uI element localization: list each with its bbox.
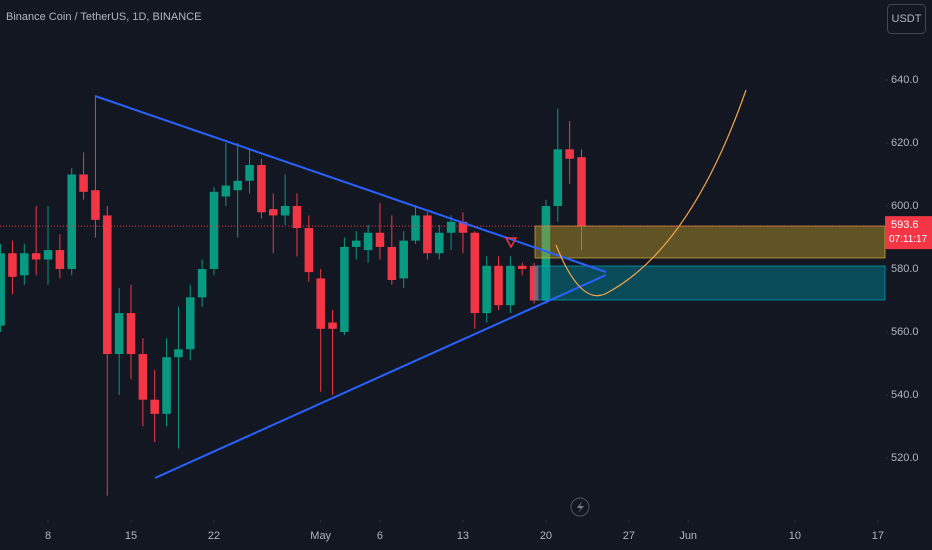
candle-body (304, 228, 314, 273)
x-tick-label: 15 (125, 530, 137, 542)
candle-body (67, 174, 76, 269)
trend-line (94, 95, 607, 273)
y-tick-label: 600.0 (891, 200, 919, 212)
signal-marker (504, 237, 518, 249)
x-tick-label: 10 (789, 530, 801, 542)
chart-title: Binance Coin / TetherUS, 1D, BINANCE (6, 11, 201, 23)
x-tick-label: 8 (45, 530, 51, 542)
candle-body (126, 313, 136, 355)
candle-body (363, 232, 373, 251)
last-price-box (885, 216, 932, 250)
candle-body (506, 265, 515, 306)
candle-body (565, 149, 574, 159)
candle-body (434, 232, 444, 254)
currency-label[interactable]: USDT (892, 13, 922, 25)
candle-body (446, 221, 456, 233)
candle-body (268, 209, 278, 216)
projection-curve (555, 89, 747, 297)
candle-body (233, 180, 242, 191)
candle-body (0, 253, 5, 326)
x-tick-label: 27 (623, 530, 635, 542)
candles (0, 95, 586, 496)
candle-body (577, 157, 586, 227)
candle-body (387, 246, 397, 280)
candle-body (340, 246, 349, 332)
candle-body (162, 357, 171, 414)
candle-body (316, 278, 325, 329)
candle-body (55, 250, 65, 269)
x-tick-label: Jun (679, 530, 697, 542)
y-tick-label: 540.0 (891, 389, 919, 401)
candle-body (91, 190, 100, 220)
candle-body (150, 399, 159, 414)
candle-body (209, 191, 219, 269)
trend-line (154, 274, 607, 479)
candle-body (529, 265, 539, 301)
x-tick-label: May (310, 530, 331, 542)
candle-body (411, 215, 420, 241)
candle-body (553, 149, 563, 206)
x-tick-label: 22 (208, 530, 220, 542)
zone-box (534, 265, 886, 301)
candle-body (375, 232, 385, 247)
candle-body (351, 240, 361, 247)
candle-body (79, 174, 88, 192)
candle-body (541, 205, 551, 301)
candle-body (138, 354, 148, 400)
countdown-label: 07:11:17 (889, 234, 928, 245)
candle-body (43, 250, 53, 260)
candle-body (517, 265, 527, 269)
candle-body (114, 313, 124, 355)
candle-body (482, 265, 491, 314)
x-tick-label: 6 (377, 530, 383, 542)
candle-body (257, 165, 266, 213)
candle-body (197, 268, 207, 298)
candle-body (423, 215, 432, 254)
candle-body (399, 240, 408, 279)
x-tick-label: 17 (872, 530, 884, 542)
candle-body (494, 265, 503, 306)
candle-body (174, 349, 183, 358)
y-tick-label: 520.0 (891, 452, 919, 464)
candle-body (221, 185, 231, 197)
y-tick-label: 640.0 (891, 74, 919, 86)
candle-body (103, 215, 112, 355)
y-tick-label: 580.0 (891, 263, 919, 275)
candle-body (186, 297, 195, 350)
currency-button[interactable] (887, 4, 926, 34)
replay-icon[interactable] (570, 497, 590, 517)
replay-icon-bolt[interactable] (577, 501, 584, 513)
candle-body (20, 253, 29, 276)
candle-body (470, 232, 480, 314)
y-tick-label: 560.0 (891, 326, 919, 338)
candle-body (245, 165, 254, 181)
x-tick-label: 20 (540, 530, 552, 542)
candle-body (292, 205, 302, 229)
candle-body (458, 221, 468, 233)
candle-body (8, 253, 17, 277)
zone-box (534, 225, 886, 259)
last-price-label: 593.6 (891, 219, 919, 231)
y-tick-label: 620.0 (891, 137, 919, 149)
x-tick-label: 13 (457, 530, 469, 542)
candle-body (328, 322, 337, 329)
candle-body (31, 253, 41, 260)
candle-body (280, 205, 290, 216)
